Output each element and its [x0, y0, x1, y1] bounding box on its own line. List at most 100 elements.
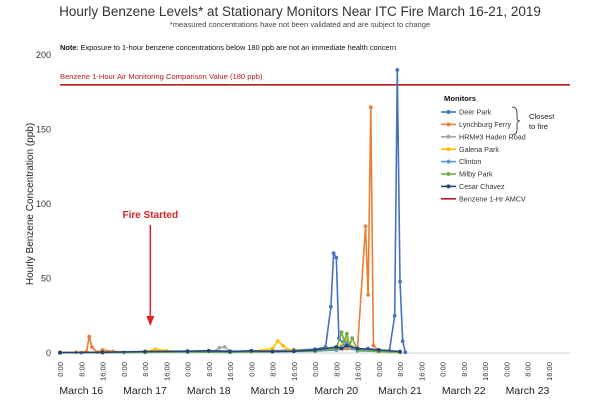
data-point [350, 336, 355, 340]
day-label: March 23 [506, 385, 550, 397]
x-tick-label: 16:00 [354, 362, 363, 381]
legend-label: Benzene 1-Hr AMCV [459, 194, 526, 203]
day-label: March 22 [442, 385, 486, 397]
x-tick-label: 8:00 [460, 362, 469, 377]
y-tick-label: 150 [36, 125, 51, 135]
data-point [400, 339, 405, 343]
x-tick-label: 0:00 [439, 362, 448, 377]
data-point [58, 350, 62, 355]
x-tick-label: 8:00 [77, 362, 86, 377]
y-tick-label: 50 [41, 274, 51, 284]
x-tick-label: 0:00 [120, 362, 129, 377]
data-point [87, 334, 92, 339]
chart-note-prefix: Note [60, 43, 76, 52]
data-point [395, 68, 400, 72]
data-point [275, 339, 280, 343]
data-point [206, 348, 211, 353]
legend-item: Cesar Chavez [441, 182, 505, 191]
data-point [376, 348, 381, 352]
series-group [58, 68, 408, 355]
legend-label: Deer Park [459, 108, 492, 117]
legend-label: Clinton [459, 157, 481, 166]
x-tick-label: 8:00 [269, 362, 278, 377]
legend-item: HRM#3 Haden Road [441, 132, 526, 141]
legend-swatch-marker [446, 172, 451, 176]
data-point [345, 331, 349, 336]
y-axis-label: Hourly Benzene Concentration (ppb) [25, 123, 36, 285]
x-tick-label: 16:00 [545, 362, 554, 381]
data-point [371, 343, 376, 348]
data-point [270, 349, 275, 354]
legend-items: Deer Park Lynchburg Ferry HRM#3 Haden Road… [441, 108, 526, 203]
data-point [143, 349, 147, 354]
x-tick-label: 8:00 [396, 362, 405, 377]
legend-label: Milby Park [459, 170, 493, 179]
legend-swatch-marker [446, 147, 451, 152]
data-point [339, 346, 344, 351]
legend-item: Deer Park [441, 108, 492, 117]
closest-label-line-1: Closest [529, 112, 555, 121]
x-tick-label: 16:00 [226, 362, 235, 381]
legend-label: Galena Park [459, 145, 499, 154]
legend-label: Cesar Chavez [459, 182, 505, 191]
day-label: March 19 [251, 385, 295, 397]
reference-line-label: Benzene 1-Hour Air Monitoring Comparison… [60, 72, 263, 81]
legend-box [434, 93, 527, 223]
chart-title: Hourly Benzene Levels* at Stationary Mon… [59, 4, 541, 19]
fire-started-arrow-head [146, 316, 155, 326]
data-point [363, 224, 368, 229]
data-point [228, 349, 232, 354]
series-line [59, 344, 401, 354]
data-point [398, 349, 402, 354]
data-point [334, 255, 339, 260]
data-point [270, 346, 275, 351]
series-deer-park [58, 68, 408, 355]
series-cesar-chavez [58, 343, 402, 355]
x-tick-label: 0:00 [184, 362, 193, 377]
annotation-group: Fire Started [123, 210, 179, 326]
series-lynchburg-ferry [58, 105, 402, 355]
series-line [59, 69, 407, 354]
x-tick-label: 0:00 [375, 362, 384, 377]
x-tick-label: 16:00 [417, 362, 426, 381]
data-point [368, 105, 373, 110]
data-point [100, 350, 105, 355]
x-tick-label: 8:00 [141, 362, 150, 377]
x-tick-label: 0:00 [311, 362, 320, 377]
legend-swatch-marker [446, 159, 451, 164]
data-point [334, 345, 339, 349]
x-tick-label: 8:00 [524, 362, 533, 377]
chart-note-body: : Exposure to 1-hour benzene concentrati… [76, 43, 396, 52]
x-tick-label: 0:00 [56, 362, 65, 377]
day-label: March 16 [59, 385, 103, 397]
data-point [281, 343, 285, 348]
legend-label: Lynchburg Ferry [459, 120, 511, 129]
y-tick-label: 0 [46, 348, 51, 358]
data-point [329, 304, 333, 309]
legend-item: Lynchburg Ferry [441, 120, 511, 129]
legend-swatch-marker [446, 110, 451, 114]
legend-swatch-marker [446, 122, 451, 127]
legend-swatch-marker [446, 184, 451, 189]
legend-swatch-marker [446, 134, 451, 139]
data-point [291, 349, 296, 354]
axes: 0 50 100 150 200 0:00 8:00 16:00 March 16 0:00 8:0… [36, 50, 570, 397]
legend-title: Monitors [444, 94, 476, 103]
y-tick-label: 100 [36, 199, 51, 209]
chart-note: Note: Exposure to 1-hour benzene concent… [60, 43, 396, 52]
x-tick-label: 0:00 [247, 362, 256, 377]
data-point [249, 348, 254, 353]
data-point [366, 293, 370, 297]
data-point [339, 330, 344, 334]
x-tick-label: 0:00 [502, 362, 511, 377]
fire-started-annotation: Fire Started [123, 210, 179, 221]
data-point [153, 347, 158, 352]
day-label: March 17 [123, 385, 167, 397]
day-label: March 20 [314, 385, 358, 397]
y-tick-label: 200 [36, 50, 51, 60]
x-tick-label: 16:00 [162, 362, 171, 381]
data-point [222, 345, 227, 349]
x-tick-label: 16:00 [99, 362, 108, 381]
data-point [392, 313, 397, 318]
